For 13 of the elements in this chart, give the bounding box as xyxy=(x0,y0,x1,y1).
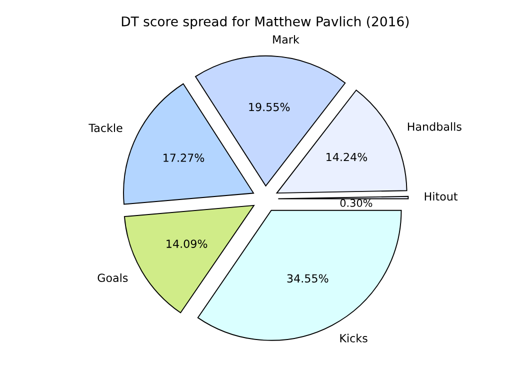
slice-label: Handballs xyxy=(408,122,462,131)
slice-label: Kicks xyxy=(340,334,368,342)
slice-label: Hitout xyxy=(424,192,458,201)
data-label: 14.24% xyxy=(326,152,368,162)
slice-label: Goals xyxy=(98,273,128,282)
data-label: 17.27% xyxy=(164,154,204,162)
slice-label: Tackle xyxy=(88,124,122,132)
data-label: 34.55% xyxy=(287,274,328,283)
data-label: 14.09% xyxy=(166,240,208,248)
data-label: 19.55% xyxy=(249,102,290,112)
data-label: 0.30% xyxy=(340,199,372,207)
slice-label: Mark xyxy=(273,35,300,44)
chart-title: DT score spread for Matthew Pavlich (2016) xyxy=(122,16,409,29)
